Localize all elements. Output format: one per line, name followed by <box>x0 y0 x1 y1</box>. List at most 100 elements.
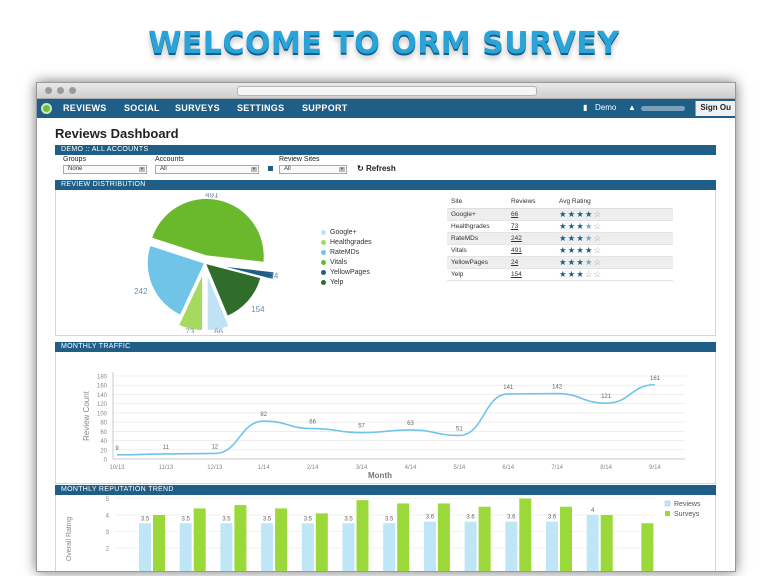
surveys-bar[interactable] <box>234 505 247 571</box>
header-avg-rating[interactable]: Avg Rating <box>555 196 673 209</box>
nav-reviews[interactable]: REVIEWS <box>63 103 107 113</box>
legend-swatch-icon <box>664 500 671 507</box>
reviews-count-link[interactable]: 24 <box>507 256 555 269</box>
surveys-bar[interactable] <box>437 503 450 571</box>
point-value-label: 141 <box>503 385 514 391</box>
reviews-bar[interactable] <box>261 523 274 571</box>
x-tick-label: 12/13 <box>207 465 223 471</box>
reviews-bar[interactable] <box>586 515 599 571</box>
point-value-label: 161 <box>650 376 661 382</box>
site-cell: RateMDs <box>447 232 507 245</box>
nav-support[interactable]: SUPPORT <box>302 103 348 113</box>
star-full-icon: ★ <box>559 244 568 255</box>
point-value-label: 51 <box>456 426 463 432</box>
surveys-bar[interactable] <box>397 503 410 571</box>
legend-label: Vitals <box>330 259 347 266</box>
legend-swatch-icon <box>321 269 326 275</box>
reviews-count-link[interactable]: 66 <box>507 208 555 221</box>
logo-icon[interactable] <box>41 103 52 114</box>
maximize-dot-icon[interactable] <box>69 87 76 94</box>
star-full-icon: ★ <box>576 256 585 267</box>
star-full-icon: ★ <box>567 244 577 255</box>
accounts-picker-icon[interactable] <box>268 166 273 171</box>
surveys-bar[interactable] <box>641 523 654 571</box>
table-row: Yelp 154 ★★★☆☆ <box>447 268 673 281</box>
rating-stars: ★★★★☆ <box>555 244 673 257</box>
reviews-bar[interactable] <box>179 523 192 571</box>
surveys-bar[interactable] <box>193 508 206 571</box>
reviews-bar[interactable] <box>342 523 355 571</box>
surveys-bar[interactable] <box>478 506 491 571</box>
point-value-label: 121 <box>601 394 612 400</box>
review-sites-select[interactable]: All ▾ <box>279 165 347 174</box>
reviews-bar[interactable] <box>423 521 436 571</box>
star-half-icon: ★ <box>584 232 594 243</box>
header-site[interactable]: Site <box>447 196 507 209</box>
star-full-icon: ★ <box>576 268 585 279</box>
review-distribution-header: REVIEW DISTRIBUTION <box>55 180 716 190</box>
groups-select[interactable]: None ▾ <box>63 165 147 174</box>
reviews-bar[interactable] <box>505 521 518 571</box>
star-full-icon: ★ <box>559 268 568 279</box>
pie-slice-yelp[interactable] <box>203 261 263 318</box>
reviews-bar[interactable] <box>383 523 396 571</box>
reviews-bar[interactable] <box>301 523 314 571</box>
table-header-row: Site Reviews Avg Rating <box>447 196 673 209</box>
pie-slice-google[interactable] <box>206 272 231 332</box>
surveys-bar[interactable] <box>315 513 328 571</box>
reviews-count-link[interactable]: 242 <box>507 232 555 245</box>
reviews-bar[interactable] <box>464 521 477 571</box>
refresh-button[interactable]: ↻ Refresh <box>357 164 396 173</box>
pie-slice-yellowpages[interactable] <box>216 264 276 281</box>
reviews-count-link[interactable]: 73 <box>507 220 555 233</box>
star-full-icon: ★ <box>584 208 594 219</box>
nav-settings[interactable]: SETTINGS <box>237 103 285 113</box>
demo-icon: ▮ <box>583 103 588 112</box>
nav-surveys[interactable]: SURVEYS <box>175 103 220 113</box>
legend-label: YellowPages <box>330 269 370 276</box>
reputation-trend-panel <box>55 495 716 571</box>
minimize-dot-icon[interactable] <box>57 87 64 94</box>
reviews-count-link[interactable]: 491 <box>507 244 555 257</box>
reviews-bar[interactable] <box>220 523 233 571</box>
pie-slice-ratemds[interactable] <box>146 244 207 317</box>
address-bar[interactable] <box>237 86 537 96</box>
surveys-bar[interactable] <box>275 508 288 571</box>
accounts-select[interactable]: All ▾ <box>155 165 259 174</box>
monthly-traffic-panel <box>55 352 716 484</box>
pie-value-label: 491 <box>205 193 219 200</box>
close-dot-icon[interactable] <box>45 87 52 94</box>
star-full-icon: ★ <box>559 220 568 231</box>
y-tick-label: 0 <box>104 458 108 464</box>
reviews-bar[interactable] <box>139 523 151 571</box>
surveys-bar[interactable] <box>600 515 613 571</box>
header-reviews[interactable]: Reviews <box>507 196 555 209</box>
rating-stars: ★★★★☆ <box>555 220 673 233</box>
surveys-bar[interactable] <box>519 498 532 572</box>
pie-slice-healthgrades[interactable] <box>177 272 204 332</box>
bar-value-label: 4 <box>591 508 595 514</box>
sign-out-button[interactable]: Sign Ou <box>695 101 735 116</box>
y-tick-label: 2 <box>106 547 110 553</box>
y-tick-label: 180 <box>97 375 108 381</box>
user-name[interactable] <box>641 106 685 111</box>
pie-slice-vitals[interactable] <box>150 197 266 264</box>
surveys-bar[interactable] <box>560 506 572 571</box>
surveys-bar[interactable] <box>356 500 369 571</box>
y-tick-label: 120 <box>97 402 108 408</box>
y-tick-label: 3 <box>106 530 110 536</box>
y-tick-label: 60 <box>100 430 107 436</box>
point-value-label: 66 <box>309 420 316 426</box>
monthly-traffic-header: MONTHLY TRAFFIC <box>55 342 716 352</box>
y-axis-title: Review Count <box>82 390 91 441</box>
star-full-icon: ★ <box>567 220 577 231</box>
nav-social[interactable]: SOCIAL <box>124 103 160 113</box>
surveys-bar[interactable] <box>153 515 165 571</box>
bar-value-label: 3.5 <box>304 516 313 522</box>
x-axis-title: Month <box>368 471 392 480</box>
reviews-count-link[interactable]: 154 <box>507 268 555 281</box>
y-tick-label: 40 <box>100 439 107 445</box>
reviews-bar[interactable] <box>546 521 558 571</box>
demo-link[interactable]: Demo <box>595 103 617 112</box>
x-tick-label: 3/14 <box>356 465 368 471</box>
